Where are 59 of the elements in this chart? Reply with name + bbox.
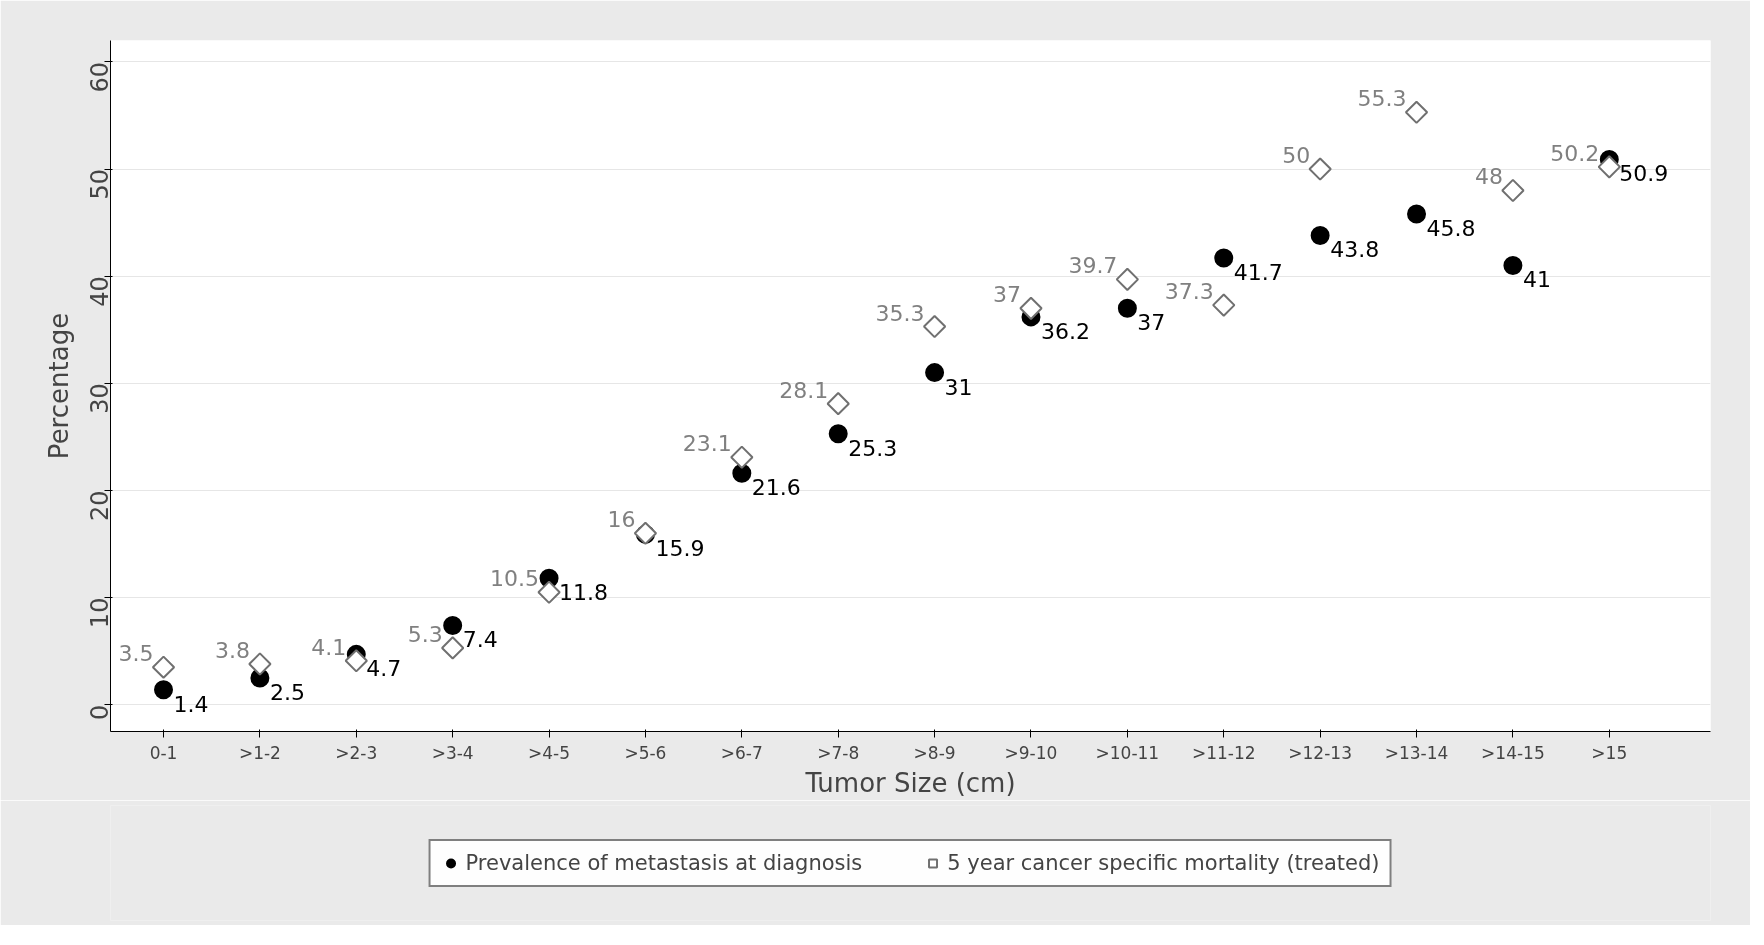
- data-label: 23.1: [682, 431, 732, 457]
- x-tick-label: >13-14: [1384, 742, 1449, 763]
- data-label: 31: [944, 374, 973, 400]
- data-label: 48: [1474, 164, 1503, 190]
- data-label: 21.6: [751, 475, 801, 501]
- x-tick-label: 0-1: [149, 742, 178, 763]
- y-tick-label: 60: [86, 61, 115, 93]
- data-label: 35.3: [875, 300, 925, 326]
- x-tick-label: >1-2: [238, 742, 281, 763]
- data-label: 1.4: [173, 691, 209, 717]
- x-tick-label: >9-10: [1004, 742, 1058, 763]
- x-tick-label: >8-9: [913, 742, 956, 763]
- data-label: 45.8: [1426, 216, 1476, 242]
- x-tick-label: >7-8: [817, 742, 860, 763]
- data-label: 3.8: [214, 638, 250, 664]
- data-label: 41: [1522, 267, 1551, 293]
- x-axis-title: Tumor Size (cm): [804, 767, 1016, 798]
- y-tick-label: 50: [86, 169, 115, 200]
- data-label: 16: [607, 507, 636, 533]
- data-label: 28.1: [779, 377, 829, 403]
- x-tick-label: >3-4: [431, 742, 474, 763]
- legend-label: 5 year cancer specific mortality (treated): [947, 850, 1380, 875]
- x-tick-label: >5-6: [624, 742, 667, 763]
- x-tick-label: >12-13: [1288, 742, 1352, 763]
- legend-label: Prevalence of metastasis at diagnosis: [465, 850, 863, 875]
- data-label: 39.7: [1068, 253, 1118, 279]
- data-label: 36.2: [1040, 318, 1090, 344]
- data-label: 50.2: [1550, 140, 1600, 166]
- data-label: 15.9: [655, 536, 705, 562]
- y-tick-label: 10: [86, 597, 115, 629]
- data-label: 2.5: [269, 679, 305, 705]
- x-tick-label: >15: [1591, 742, 1628, 763]
- y-tick-label: 0: [86, 704, 115, 720]
- data-label: 50: [1282, 143, 1311, 169]
- data-label: 37.3: [1164, 279, 1214, 305]
- data-label: 25.3: [848, 435, 898, 461]
- data-label: 50.9: [1619, 161, 1669, 187]
- data-label: 5.3: [407, 621, 443, 647]
- y-tick-label: 20: [86, 490, 115, 521]
- y-axis-title: Percentage: [43, 312, 74, 460]
- data-label: 37: [1137, 310, 1166, 336]
- data-label: 41.7: [1233, 259, 1283, 285]
- data-label: 43.8: [1330, 237, 1380, 263]
- x-tick-label: >4-5: [528, 742, 571, 763]
- y-tick-label: 40: [86, 276, 115, 307]
- data-label: 11.8: [559, 580, 609, 606]
- data-label: 4.1: [311, 634, 347, 660]
- x-tick-label: >2-3: [335, 742, 378, 763]
- x-tick-label: >10-11: [1095, 742, 1160, 763]
- data-label: 3.5: [118, 641, 154, 667]
- data-label: 7.4: [462, 627, 498, 653]
- data-label: 37: [992, 282, 1021, 308]
- x-tick-label: >6-7: [720, 742, 763, 763]
- x-tick-label: >11-12: [1191, 742, 1256, 763]
- y-tick-label: 30: [86, 383, 115, 414]
- data-label: 10.5: [490, 566, 540, 592]
- data-label: 55.3: [1357, 86, 1407, 112]
- data-label: 4.7: [366, 656, 402, 682]
- x-tick-label: >14-15: [1481, 742, 1545, 763]
